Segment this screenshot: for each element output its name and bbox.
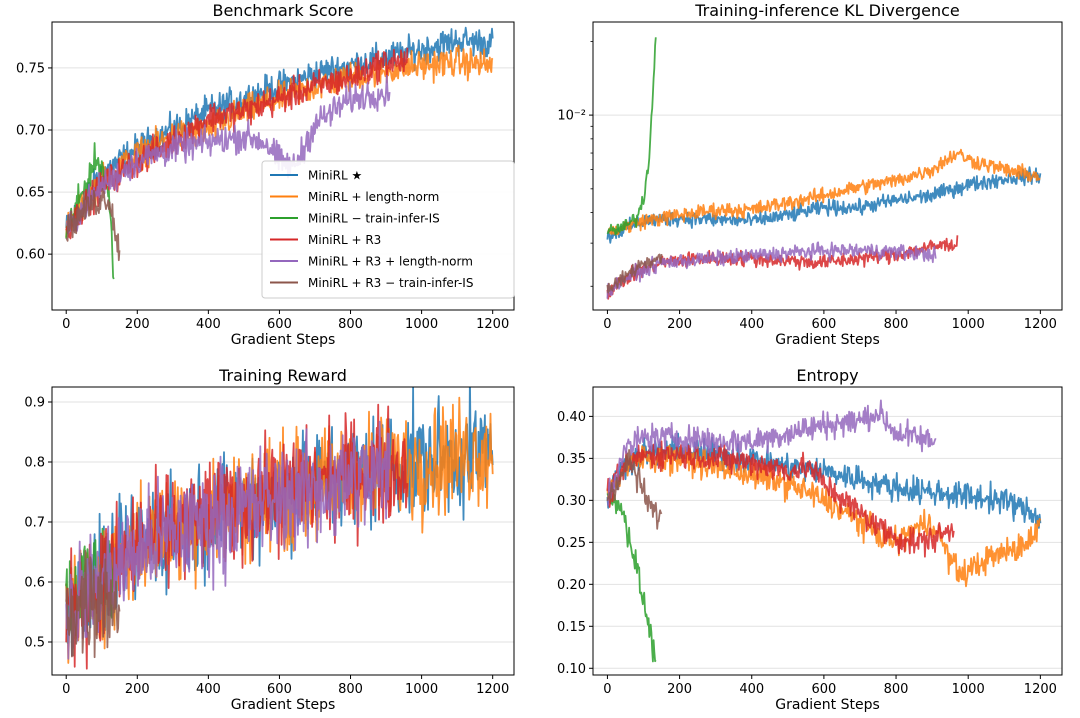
- series-line: [606, 166, 1042, 244]
- x-tick-label: 1000: [952, 682, 985, 697]
- x-tick-label: 600: [267, 317, 292, 332]
- series-line: [606, 241, 937, 299]
- series-line: [65, 47, 409, 240]
- y-tick-label: 0.5: [24, 636, 45, 651]
- chart-title: Training Reward: [218, 366, 347, 385]
- x-tick-label: 800: [884, 682, 909, 697]
- legend-entry: MiniRL − train-infer-IS: [308, 212, 440, 226]
- x-tick-label: 200: [125, 682, 150, 697]
- x-tick-label: 1000: [405, 317, 438, 332]
- legend-entry: MiniRL + R3: [308, 233, 381, 247]
- series-line: [65, 44, 494, 238]
- x-tick-label: 800: [884, 317, 909, 332]
- chart-1: Benchmark Score 0.60 0.65 0.70 0.75 0 200 400 60…: [16, 1, 515, 348]
- x-tick-label: 1200: [1024, 317, 1057, 332]
- series-line: [606, 37, 657, 236]
- legend-entry: MiniRL ★: [308, 169, 362, 183]
- x-axis-label: Gradient Steps: [231, 697, 336, 713]
- series-line: [607, 399, 937, 507]
- x-tick-label: 0: [603, 317, 611, 332]
- x-tick-label: 1000: [952, 317, 985, 332]
- y-tick-label: 10⁻²: [557, 109, 586, 124]
- y-tick-label: 0.40: [557, 410, 586, 425]
- series-line: [65, 26, 494, 229]
- x-tick-label: 200: [667, 317, 692, 332]
- series-line: [606, 432, 1042, 529]
- y-tick-label: 0.25: [557, 536, 586, 551]
- x-tick-label: 0: [603, 682, 611, 697]
- y-tick-label: 0.7: [24, 516, 45, 531]
- series-line: [65, 550, 121, 659]
- chart-4: Entropy 0.10 0.15 0.20 0.25 0.30 0.35 0.40 0 200 4…: [557, 366, 1063, 713]
- y-tick-label: 0.70: [16, 124, 45, 139]
- axes-frame: [51, 386, 515, 676]
- chart-title: Benchmark Score: [212, 1, 353, 20]
- series-line: [606, 440, 955, 558]
- series-group: [606, 399, 1042, 663]
- series-line: [607, 148, 1041, 236]
- x-tick-label: 200: [125, 317, 150, 332]
- x-axis-label: Gradient Steps: [775, 332, 880, 348]
- y-tick-label: 0.75: [16, 61, 45, 76]
- series-line: [606, 253, 663, 294]
- legend-entry: MiniRL + length-norm: [308, 190, 439, 204]
- x-tick-label: 1200: [476, 317, 509, 332]
- x-tick-label: 1200: [476, 682, 509, 697]
- legend: MiniRL ★ MiniRL + length-norm MiniRL − tra…: [261, 160, 515, 299]
- y-tick-label: 0.30: [557, 494, 586, 509]
- x-tick-label: 600: [267, 682, 292, 697]
- x-tick-label: 600: [811, 317, 836, 332]
- y-tick-label: 0.20: [557, 578, 586, 593]
- chart-3: Training Reward 0.5 0.6 0.7 0.8 0.9 0 200 400 600…: [24, 366, 515, 713]
- series-line: [606, 489, 657, 663]
- axes-frame: [592, 386, 1063, 676]
- series-line: [65, 420, 391, 660]
- series-group: [65, 387, 494, 670]
- series-line: [606, 449, 663, 530]
- series-line: [606, 444, 1042, 588]
- x-tick-label: 600: [811, 682, 836, 697]
- x-tick-label: 400: [739, 317, 764, 332]
- legend-entry: MiniRL + R3 − train-infer-IS: [308, 276, 473, 290]
- chart-2: Training-inference KL Divergence 10⁻² 0 200…: [557, 1, 1063, 348]
- series-group: [606, 37, 1042, 300]
- y-tick-label: 0.8: [24, 456, 45, 471]
- y-tick-label: 0.60: [16, 248, 45, 263]
- y-tick-label: 0.6: [24, 576, 45, 591]
- axes-frame: [592, 21, 1063, 311]
- x-tick-label: 0: [62, 317, 70, 332]
- y-tick-label: 0.35: [557, 452, 586, 467]
- x-tick-label: 400: [196, 317, 221, 332]
- series-line: [66, 74, 391, 235]
- x-tick-label: 400: [196, 682, 221, 697]
- series-line: [65, 188, 121, 262]
- legend-entry: MiniRL + R3 + length-norm: [308, 255, 473, 269]
- x-tick-label: 800: [338, 317, 363, 332]
- x-tick-label: 1200: [1024, 682, 1057, 697]
- series-line: [606, 235, 959, 300]
- chart-title: Training-inference KL Divergence: [694, 1, 960, 20]
- x-tick-label: 1000: [405, 682, 438, 697]
- x-tick-label: 200: [667, 682, 692, 697]
- x-tick-label: 0: [62, 682, 70, 697]
- y-tick-label: 0.15: [557, 620, 586, 635]
- y-tick-label: 0.65: [16, 186, 45, 201]
- chart-title: Entropy: [796, 366, 858, 385]
- x-axis-label: Gradient Steps: [231, 332, 336, 348]
- y-tick-label: 0.9: [24, 396, 45, 411]
- x-axis-label: Gradient Steps: [775, 697, 880, 713]
- series-group: [65, 26, 494, 280]
- legend-box: [261, 160, 515, 299]
- y-tick-label: 0.10: [557, 662, 586, 677]
- x-tick-label: 400: [739, 682, 764, 697]
- x-tick-label: 800: [338, 682, 363, 697]
